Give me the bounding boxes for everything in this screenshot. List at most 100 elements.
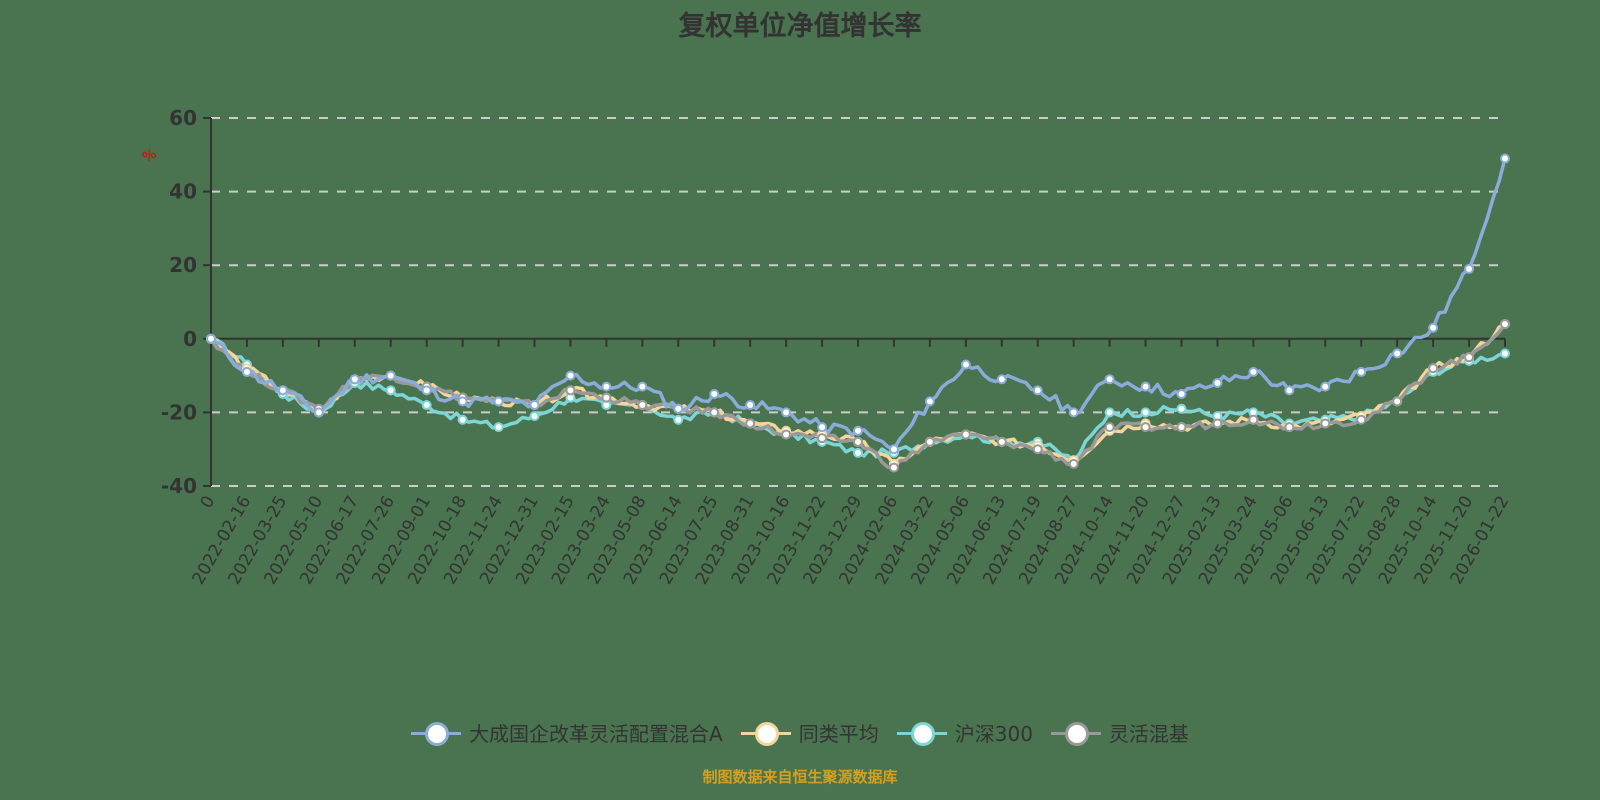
data-point-marker[interactable] [1176,422,1187,433]
data-point-marker[interactable] [385,385,396,396]
data-point-marker[interactable] [349,374,360,385]
data-point-marker[interactable] [673,403,684,414]
data-point-marker[interactable] [1248,414,1259,425]
data-point-marker[interactable] [673,414,684,425]
data-point-marker[interactable] [1176,389,1187,399]
legend-marker-icon [896,721,947,746]
data-point-marker[interactable] [1392,396,1403,407]
legend-label: 灵活混基 [1108,722,1189,746]
x-tick-label: 0 [197,493,220,512]
data-point-marker[interactable] [781,429,792,440]
data-source-note: 制图数据来自恒生聚源数据库 [702,768,898,786]
data-point-marker[interactable] [601,381,612,392]
legend-marker-icon [1050,721,1101,746]
data-point-marker[interactable] [1212,418,1223,429]
data-point-marker[interactable] [1500,348,1510,359]
data-point-marker[interactable] [960,429,971,440]
legend-marker-icon [740,721,791,746]
legend-item-fund[interactable]: 大成国企改革灵活配置混合A [411,718,723,747]
data-point-marker[interactable] [853,436,863,447]
data-point-marker[interactable] [1428,322,1439,333]
data-point-marker[interactable] [817,433,828,444]
data-point-marker[interactable] [709,407,720,418]
data-point-marker[interactable] [1428,363,1439,374]
data-point-marker[interactable] [1176,403,1187,414]
legend-marker-icon [411,721,462,746]
data-point-marker[interactable] [457,414,468,425]
data-point-marker[interactable] [924,436,935,447]
data-point-marker[interactable] [493,396,504,407]
data-point-marker[interactable] [853,447,863,458]
y-tick-label: 60 [169,106,197,130]
data-point-marker[interactable] [277,385,288,396]
data-point-marker[interactable] [421,385,432,396]
data-point-marker[interactable] [421,400,432,411]
data-point-marker[interactable] [781,407,792,418]
data-point-marker[interactable] [1284,385,1295,396]
data-point-marker[interactable] [1500,319,1510,330]
data-point-marker[interactable] [565,370,576,381]
data-point-marker[interactable] [1068,407,1079,418]
data-point-marker[interactable] [1392,348,1403,359]
legend-item-hs300[interactable]: 沪深300 [896,718,1033,747]
data-point-marker[interactable] [565,385,576,396]
data-point-marker[interactable] [601,392,612,403]
data-point-marker[interactable] [709,389,720,399]
data-point-marker[interactable] [817,422,828,433]
data-point-marker[interactable] [1140,381,1151,392]
data-point-marker[interactable] [1500,153,1510,164]
data-point-marker[interactable] [960,359,971,370]
data-point-marker[interactable] [1464,263,1475,274]
data-point-marker[interactable] [1356,414,1367,425]
data-point-marker[interactable] [1284,422,1295,433]
series-line-0 [210,158,1507,451]
chart-title: 复权单位净值增长率 [678,11,922,42]
data-point-marker[interactable] [1320,418,1331,429]
legend-label: 同类平均 [798,722,879,746]
data-point-marker[interactable] [1212,377,1223,388]
y-tick-label: -40 [161,474,197,498]
data-point-marker[interactable] [1140,407,1151,418]
data-point-marker[interactable] [206,333,216,344]
y-axis: 60 40 20 0 -20 -40 [161,106,212,498]
data-point-marker[interactable] [457,396,468,407]
data-point-marker[interactable] [888,444,899,455]
legend-item-flexible-mixed[interactable]: 灵活混基 [1050,718,1189,747]
legend-item-peer-average[interactable]: 同类平均 [740,718,879,747]
data-point-marker[interactable] [637,381,648,392]
data-point-marker[interactable] [385,370,396,381]
data-point-marker[interactable] [853,425,863,436]
data-point-marker[interactable] [1140,422,1151,433]
legend: 大成国企改革灵活配置混合A 同类平均 沪深300 灵活混基 [0,718,1600,747]
y-tick-label: -20 [161,400,197,424]
y-tick-label: 0 [183,327,197,351]
data-point-marker[interactable] [529,411,540,422]
data-point-marker[interactable] [924,396,935,407]
data-point-marker[interactable] [996,374,1007,385]
data-point-marker[interactable] [1320,381,1331,392]
series-lines [206,153,1510,473]
data-point-marker[interactable] [529,400,540,411]
data-point-marker[interactable] [1104,407,1115,418]
data-point-marker[interactable] [745,418,756,429]
data-point-marker[interactable] [1068,458,1079,469]
data-point-marker[interactable] [1104,374,1115,385]
data-point-marker[interactable] [1356,366,1367,377]
data-point-marker[interactable] [637,400,648,411]
data-point-marker[interactable] [1032,444,1043,455]
y-tick-label: 20 [169,253,197,277]
data-point-marker[interactable] [1032,385,1043,396]
y-tick-label: 40 [169,180,197,204]
data-point-marker[interactable] [241,366,252,377]
data-point-marker[interactable] [1248,366,1259,377]
data-point-marker[interactable] [313,407,324,418]
data-point-marker[interactable] [745,400,756,411]
data-point-marker[interactable] [493,422,504,433]
data-point-marker[interactable] [996,436,1007,447]
data-point-marker[interactable] [888,462,899,473]
legend-label: 沪深300 [954,722,1033,746]
legend-label: 大成国企改革灵活配置混合A [469,722,723,746]
data-point-marker[interactable] [1464,352,1475,363]
data-point-marker[interactable] [1104,422,1115,433]
